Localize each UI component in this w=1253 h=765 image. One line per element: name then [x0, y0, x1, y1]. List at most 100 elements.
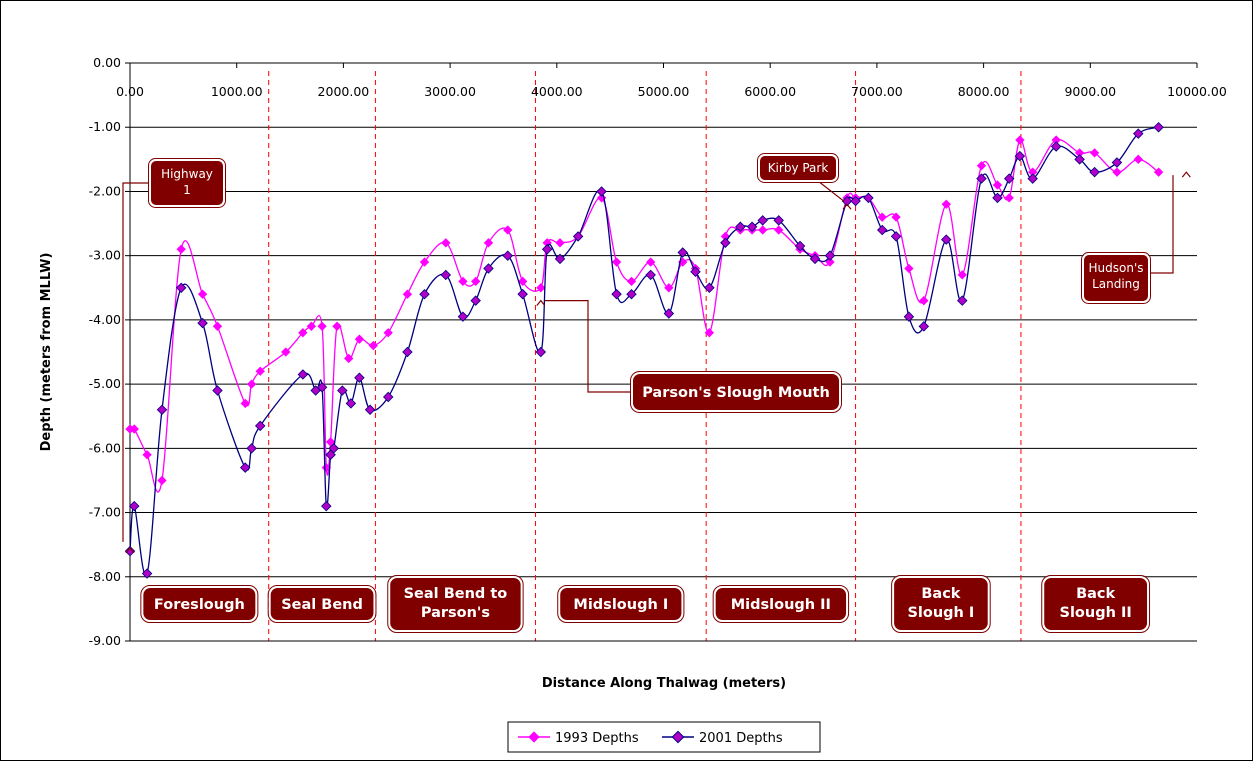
- x-tick-label: 1000.00: [211, 84, 263, 99]
- series-line-2001: [129, 126, 1159, 577]
- legend-label-1993: 1993 Depths: [555, 731, 639, 746]
- data-point-2001: [124, 545, 136, 557]
- data-point-2001: [337, 385, 348, 396]
- x-tick-label: 3000.00: [424, 84, 476, 99]
- data-point-1993: [281, 347, 291, 357]
- data-point-2001: [596, 186, 607, 197]
- y-tick-label: -9.00: [89, 633, 121, 648]
- data-point-2001: [541, 243, 553, 255]
- data-point-1993: [157, 475, 167, 486]
- section-label-text: Back: [1076, 586, 1115, 602]
- data-point-2001: [239, 462, 251, 473]
- x-tick-label: 8000.00: [958, 84, 1010, 99]
- data-point-2001: [735, 221, 746, 233]
- section-label-outline: [712, 585, 850, 623]
- legend-marker-2001: [671, 730, 685, 744]
- y-tick-label: -2.00: [89, 183, 121, 198]
- section-label-outline: [1041, 575, 1151, 633]
- data-point-2001: [645, 269, 656, 281]
- section-labels: Foreslough Seal Bend Seal Bend to Parson's M…: [140, 575, 1151, 633]
- data-point-2001: [611, 288, 622, 300]
- section-label-box: [1042, 576, 1150, 632]
- data-point-2001: [572, 231, 584, 242]
- section-label-box: [558, 586, 684, 622]
- callout-text: Highway: [161, 167, 213, 181]
- x-tick-label: 6000.00: [744, 84, 796, 99]
- callout-text: Hudson's: [1089, 261, 1144, 275]
- data-point-2001: [419, 288, 430, 300]
- data-point-1993: [1028, 167, 1038, 177]
- data-point-1993: [904, 263, 914, 274]
- x-tick-label: 2000.00: [318, 84, 370, 99]
- section-label-text: Slough I: [907, 605, 974, 621]
- data-point-2001: [554, 253, 566, 265]
- callout-box: [631, 372, 841, 412]
- section-label-box: [388, 576, 523, 632]
- data-point-2001: [773, 215, 784, 226]
- data-point-2001: [663, 308, 675, 319]
- section-label-text: Back: [921, 586, 960, 602]
- data-point-2001: [809, 253, 821, 265]
- section-label-text: Seal Bend to: [404, 586, 508, 602]
- data-point-1993: [176, 244, 186, 254]
- x-tick-label: 7000.00: [851, 84, 903, 99]
- section-label-text: Foreslough: [154, 597, 245, 613]
- y-axis-title: Depth (meters from MLLW): [39, 253, 54, 452]
- data-point-1993: [441, 238, 451, 248]
- section-label-text: Seal Bend: [281, 597, 363, 613]
- annotations: Highway 1 Kirby Park Hudson's Landing Parson'…: [122, 153, 1191, 554]
- data-point-1993: [1133, 154, 1143, 165]
- x-tick-label: 0.00: [116, 84, 144, 99]
- data-point-2001: [957, 295, 968, 306]
- data-point-2001: [976, 173, 987, 184]
- data-point-2001: [824, 250, 836, 261]
- callout-connector: [817, 180, 845, 202]
- data-point-1993: [344, 353, 354, 364]
- legend: 1993 Depths 2001 Depths: [507, 721, 821, 753]
- data-point-2001: [470, 295, 481, 306]
- section-label-text: Midslough II: [731, 597, 831, 613]
- data-point-2001: [1153, 121, 1164, 133]
- data-point-2001: [992, 192, 1003, 204]
- y-tick-label: 0.00: [93, 55, 121, 70]
- data-point-2001: [246, 443, 257, 454]
- callout-outline: [757, 153, 839, 183]
- data-point-2001: [316, 382, 328, 393]
- data-point-1993: [1051, 135, 1061, 145]
- x-tick-label: 10000.00: [1167, 84, 1227, 99]
- axes: 0.00 -1.00 -2.00 -3.00 -4.00 -5.00 -6.00 -7.00 -…: [89, 55, 1227, 648]
- data-point-1993: [555, 238, 565, 248]
- data-point-2001: [517, 288, 528, 300]
- data-point-2001: [1074, 154, 1085, 165]
- callout-box: [149, 159, 225, 207]
- callout-arrowhead: [842, 203, 852, 210]
- callout-arrowhead: [536, 299, 546, 306]
- callout-box: [1082, 253, 1150, 303]
- y-tick-label: -6.00: [89, 440, 121, 455]
- x-tick-label: 5000.00: [638, 84, 690, 99]
- data-point-2001: [457, 311, 469, 322]
- data-point-1993: [255, 366, 265, 376]
- data-point-2001: [1089, 166, 1100, 178]
- callout-outline: [1081, 252, 1151, 304]
- data-point-1993: [471, 276, 481, 287]
- section-label-box: [268, 586, 376, 622]
- section-label-box: [892, 576, 990, 632]
- y-tick-label: -8.00: [89, 569, 121, 584]
- callout-connector: [122, 182, 150, 542]
- data-point-2001: [1027, 173, 1038, 184]
- data-point-2001: [297, 369, 309, 380]
- x-tick-label: 9000.00: [1064, 84, 1116, 99]
- section-dividers: [268, 71, 1022, 641]
- data-point-2001: [354, 372, 365, 383]
- section-label-box: [713, 586, 849, 622]
- data-point-2001: [941, 234, 952, 245]
- callout-text: Kirby Park: [768, 161, 829, 175]
- callout-outline: [630, 371, 842, 413]
- data-point-1993: [354, 334, 365, 344]
- y-tick-label: -4.00: [89, 312, 121, 327]
- callout-arrowhead: [1181, 171, 1191, 178]
- data-point-1993: [332, 321, 342, 331]
- data-point-1993: [483, 238, 494, 248]
- data-point-1993: [212, 321, 223, 331]
